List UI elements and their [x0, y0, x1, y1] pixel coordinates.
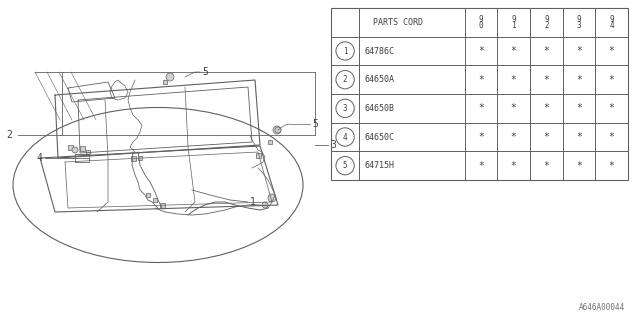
- Bar: [268, 140, 272, 144]
- Text: 64715H: 64715H: [364, 161, 394, 170]
- Text: 5: 5: [202, 67, 208, 77]
- Text: 4: 4: [609, 21, 614, 30]
- Text: 64650A: 64650A: [364, 75, 394, 84]
- Text: 4: 4: [343, 132, 348, 141]
- Text: *: *: [609, 46, 614, 56]
- Bar: [131, 156, 136, 161]
- Bar: [159, 203, 164, 207]
- Text: 5: 5: [312, 119, 318, 129]
- Bar: [67, 145, 72, 149]
- Text: *: *: [543, 75, 549, 85]
- Text: 0: 0: [479, 21, 483, 30]
- Text: *: *: [609, 132, 614, 142]
- Text: 1: 1: [511, 21, 516, 30]
- Text: *: *: [511, 132, 516, 142]
- Text: 4: 4: [36, 153, 42, 163]
- Text: 5: 5: [343, 161, 348, 170]
- Bar: [255, 153, 260, 157]
- Text: *: *: [511, 46, 516, 56]
- Text: *: *: [478, 46, 484, 56]
- Bar: [146, 193, 150, 197]
- Text: 2: 2: [544, 21, 548, 30]
- Text: *: *: [511, 103, 516, 113]
- Text: *: *: [576, 46, 582, 56]
- Circle shape: [72, 147, 78, 153]
- Bar: [331, 8, 628, 180]
- Text: 9: 9: [577, 15, 581, 24]
- Bar: [75, 154, 89, 162]
- Bar: [163, 80, 167, 84]
- Text: 9: 9: [609, 15, 614, 24]
- Text: *: *: [609, 75, 614, 85]
- Text: *: *: [609, 161, 614, 171]
- Text: *: *: [478, 161, 484, 171]
- Text: 1: 1: [343, 46, 348, 55]
- Text: *: *: [576, 161, 582, 171]
- Circle shape: [275, 127, 281, 133]
- Text: 9: 9: [479, 15, 483, 24]
- Bar: [79, 146, 84, 150]
- Text: *: *: [609, 103, 614, 113]
- Text: 3: 3: [343, 104, 348, 113]
- Text: 2: 2: [6, 130, 12, 140]
- Text: 64650C: 64650C: [364, 132, 394, 141]
- Bar: [86, 150, 90, 154]
- Text: *: *: [543, 103, 549, 113]
- Text: *: *: [543, 161, 549, 171]
- Text: A646A00044: A646A00044: [579, 303, 625, 312]
- Text: *: *: [576, 75, 582, 85]
- Circle shape: [262, 202, 268, 208]
- Text: 9: 9: [544, 15, 548, 24]
- Text: 64650B: 64650B: [364, 104, 394, 113]
- Circle shape: [273, 126, 281, 134]
- Text: 1: 1: [250, 197, 256, 207]
- Text: *: *: [478, 132, 484, 142]
- Text: 9: 9: [511, 15, 516, 24]
- Circle shape: [166, 73, 174, 81]
- Circle shape: [268, 194, 276, 202]
- Bar: [153, 198, 157, 202]
- Text: 3: 3: [330, 140, 336, 150]
- Text: *: *: [543, 46, 549, 56]
- Text: *: *: [576, 132, 582, 142]
- Text: 64786C: 64786C: [364, 46, 394, 55]
- Text: *: *: [511, 161, 516, 171]
- Text: 3: 3: [577, 21, 581, 30]
- Bar: [138, 156, 142, 160]
- Text: *: *: [511, 75, 516, 85]
- Text: *: *: [478, 75, 484, 85]
- Text: 2: 2: [343, 75, 348, 84]
- Text: *: *: [478, 103, 484, 113]
- Text: PARTS CORD: PARTS CORD: [373, 18, 423, 27]
- Text: *: *: [543, 132, 549, 142]
- Text: *: *: [576, 103, 582, 113]
